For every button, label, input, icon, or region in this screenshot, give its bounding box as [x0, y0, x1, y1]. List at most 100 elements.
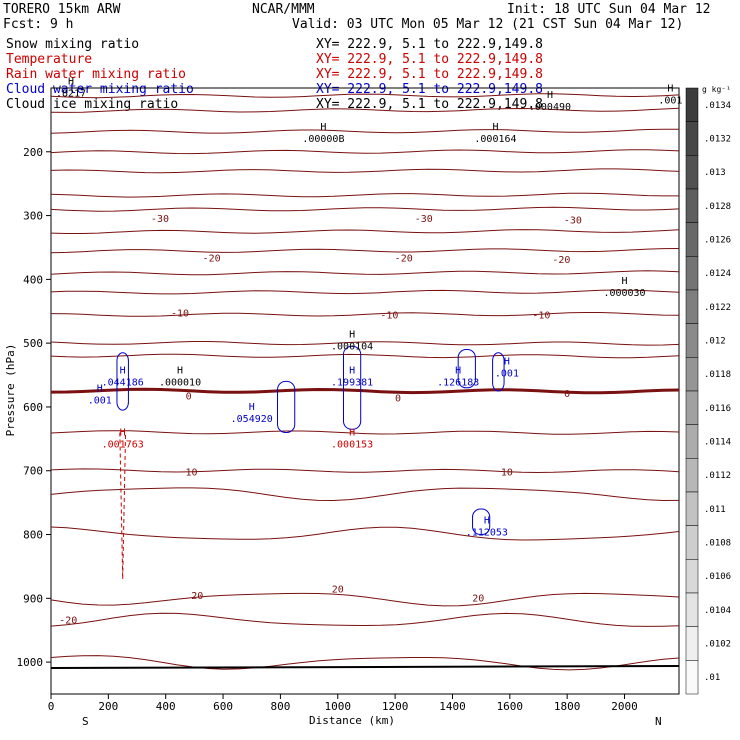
maxima-labels: H.000490H.001H.00000BH.000164H.000030H.0… [56, 76, 682, 538]
isotherm-line [50, 128, 680, 134]
valid-time: Valid: 03 UTC Mon 05 Mar 12 (21 CST Sun … [292, 17, 683, 32]
y-tick-label: 200 [23, 146, 43, 159]
colorbar-label: .01 [704, 673, 720, 683]
temperature-label: -30 [415, 214, 433, 225]
temperature-contours [50, 93, 680, 671]
colorbar-swatch [685, 222, 699, 257]
maximum-h-marker: H [547, 90, 553, 101]
maximum-h-marker: H [120, 365, 126, 376]
x-tick-label: 0 [48, 700, 55, 713]
maximum-value-label: .044186 [102, 377, 144, 388]
cloud-water-contour [472, 508, 491, 536]
temperature-label: -20 [552, 255, 570, 266]
x-axis: 0 200 400 600 800 1000 1200 1400 1600 1800 2000 [48, 694, 638, 713]
maximum-h-marker: H [249, 402, 255, 413]
x-tick-label: 400 [156, 700, 176, 713]
field-name: Cloud ice mixing ratio [6, 97, 178, 112]
isotherm-line [50, 229, 680, 234]
isotherm-line [50, 289, 680, 295]
colorbar-swatch [685, 155, 699, 190]
field-xy: XY= 222.9, 5.1 to 222.9,149.8 [316, 37, 543, 52]
maximum-value-label: .126183 [437, 377, 479, 388]
y-axis-label: Pressure (hPa) [4, 344, 17, 437]
y-axis: 200 300 400 500 600 700 800 900 1000 [17, 146, 51, 669]
y-tick-label: 400 [23, 273, 43, 286]
colorbar-swatch [685, 525, 699, 560]
colorbar-label: .0124 [704, 269, 731, 279]
isotherm-line [50, 206, 680, 212]
endpoint-south: S [82, 715, 89, 728]
isotherm-line [50, 655, 680, 671]
x-tick-label: 1400 [439, 700, 466, 713]
colorbar-label: .0128 [704, 202, 731, 212]
isotherm-line [50, 149, 680, 155]
maximum-h-marker: H [492, 122, 498, 133]
maximum-h-marker: H [622, 276, 628, 287]
temperature-label: -30 [151, 214, 169, 225]
temperature-label: -10 [380, 310, 398, 321]
y-tick-label: 800 [23, 529, 43, 542]
maximum-h-marker: H [120, 427, 126, 438]
field-name: Cloud water mixing ratio [6, 82, 194, 97]
cloud-water-contour [342, 345, 362, 430]
cloud-water-contours [116, 345, 505, 580]
field-xy: XY= 222.9, 5.1 to 222.9,149.8 [316, 97, 543, 112]
isotherm-line [50, 353, 680, 359]
y-tick-label: 900 [23, 592, 43, 605]
temperature-label: 0 [395, 393, 401, 404]
colorbar-label: .0102 [704, 640, 731, 650]
field-xy: XY= 222.9, 5.1 to 222.9,149.8 [316, 52, 543, 67]
colorbar-label: .012 [704, 337, 726, 347]
maximum-value-label: .199381 [331, 377, 373, 388]
colorbar-swatch [685, 289, 699, 324]
colorbar-swatch [685, 660, 699, 695]
colorbar-swatch [685, 357, 699, 392]
isotherm-line [50, 468, 680, 474]
maximum-h-marker: H [320, 122, 326, 133]
colorbar-swatch [685, 424, 699, 459]
model-title: TORERO 15km ARW [3, 2, 121, 17]
cloud-water-contour [457, 349, 476, 389]
isotherm-line [50, 93, 680, 99]
colorbar-label: .0134 [704, 101, 731, 111]
isotherm-line [50, 612, 680, 627]
isotherm-line [50, 592, 680, 607]
maximum-h-marker: H [97, 383, 103, 394]
terrain-surface [50, 665, 680, 669]
field-legend: Snow mixing ratio XY= 222.9, 5.1 to 222.… [6, 37, 543, 112]
temperature-label: 10 [501, 467, 513, 478]
x-axis-label: Distance (km) [309, 714, 395, 727]
isotherm-line [50, 312, 680, 317]
isotherm-line [50, 248, 680, 254]
colorbar-swatch [685, 87, 699, 122]
x-tick-label: 2000 [611, 700, 638, 713]
colorbar-swatch [685, 390, 699, 425]
colorbar-label: .0116 [704, 404, 731, 414]
temperature-label: 0 [564, 389, 570, 400]
temperature-label: 20 [472, 594, 484, 605]
maximum-value-label: .001 [495, 369, 519, 380]
isotherm-line [50, 270, 680, 276]
y-tick-label: 700 [23, 465, 43, 478]
maximum-value-label: .8217 [56, 88, 86, 99]
temperature-label: 10 [185, 467, 197, 478]
colorbar-swatch [685, 256, 699, 291]
isotherm-line [50, 526, 680, 541]
colorbar-label: .0122 [704, 303, 731, 313]
colorbar-label: .0118 [704, 370, 731, 380]
colorbar-swatch [685, 626, 699, 661]
temperature-label: 20 [191, 591, 203, 602]
maximum-h-marker: H [455, 365, 461, 376]
colorbar-unit: g kg⁻¹ [702, 85, 731, 94]
maximum-value-label: .000010 [159, 377, 201, 388]
maximum-value-label: .001763 [102, 439, 144, 450]
colorbar-label: .011 [704, 505, 726, 515]
y-tick-label: 300 [23, 210, 43, 223]
maximum-h-marker: H [349, 365, 355, 376]
maximum-h-marker: H [349, 330, 355, 341]
temperature-label: 0 [186, 391, 192, 402]
colorbar-label: .0126 [704, 236, 731, 246]
x-tick-label: 200 [98, 700, 118, 713]
colorbar-label: .013 [704, 168, 726, 178]
